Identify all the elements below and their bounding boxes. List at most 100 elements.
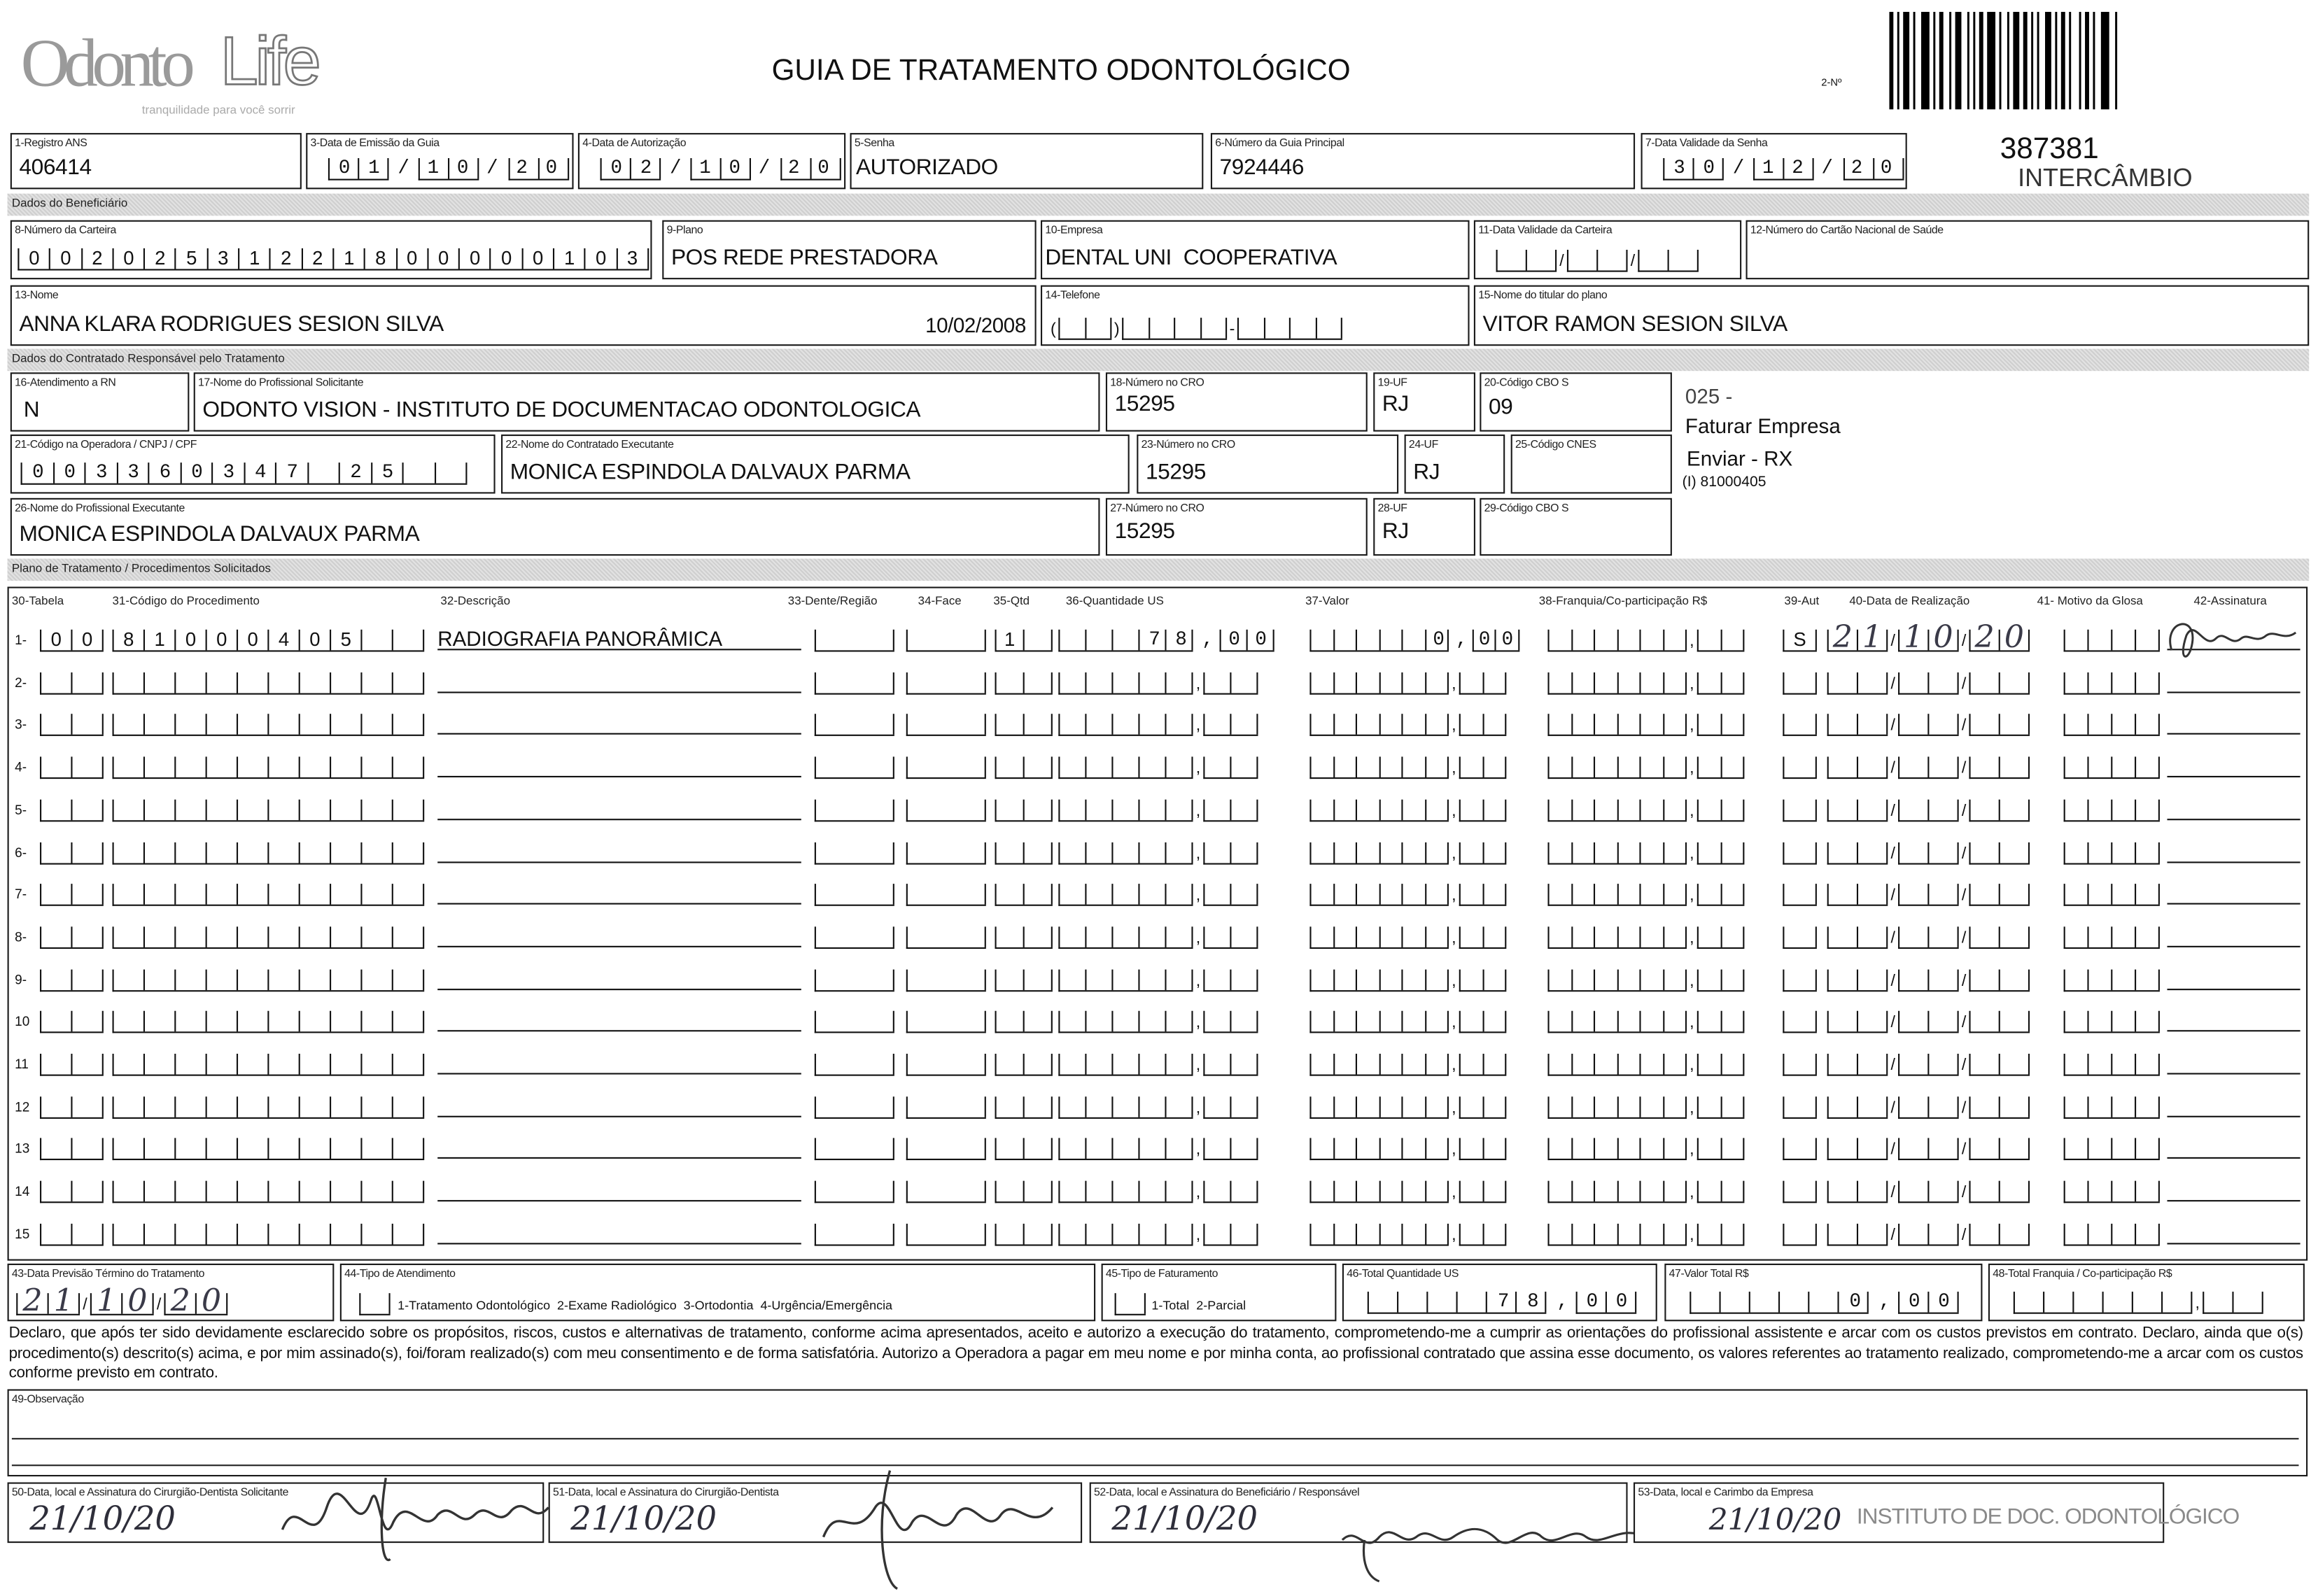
digit-cell[interactable]: [1426, 672, 1449, 693]
digit-cell[interactable]: [1060, 1138, 1087, 1159]
digit-cell[interactable]: [1929, 1138, 1959, 1159]
digit-cell[interactable]: [997, 968, 1025, 990]
digit-cell[interactable]: [2133, 1292, 2163, 1313]
digit-cell[interactable]: [997, 714, 1025, 735]
signature-field[interactable]: [2167, 839, 2301, 863]
qtd-comb[interactable]: [995, 669, 1053, 695]
digit-cell[interactable]: [238, 672, 269, 693]
digit-cell[interactable]: [207, 1096, 239, 1117]
digit-cell[interactable]: [1484, 1011, 1507, 1032]
face-comb[interactable]: [906, 669, 986, 695]
digit-cell[interactable]: [420, 158, 450, 179]
digit-cell[interactable]: [362, 1223, 393, 1245]
digit-cell[interactable]: [1595, 1180, 1618, 1202]
digit-cell[interactable]: [207, 841, 239, 863]
digit-cell[interactable]: [1858, 672, 1888, 693]
description-field[interactable]: [437, 1220, 801, 1245]
digit-cell[interactable]: [1498, 249, 1527, 271]
digit-cell[interactable]: [1829, 1180, 1859, 1202]
digit-cell[interactable]: [1484, 799, 1507, 820]
digit-cell[interactable]: [1699, 1180, 1722, 1202]
codigo-comb[interactable]: [112, 1136, 425, 1161]
digit-cell[interactable]: [393, 1053, 425, 1075]
digit-cell[interactable]: [1403, 968, 1426, 990]
digit-cell[interactable]: [269, 1096, 300, 1117]
qtd_us-comb[interactable]: ,: [1058, 754, 1258, 779]
digit-cell[interactable]: 0: [113, 248, 146, 269]
digit-cell[interactable]: [1484, 672, 1507, 693]
digit-cell[interactable]: [997, 1223, 1025, 1245]
digit-cell[interactable]: [2089, 1180, 2113, 1202]
digit-cell[interactable]: [1899, 1053, 1930, 1075]
franquia-comb[interactable]: ,: [1547, 754, 1745, 779]
signature-field[interactable]: [2167, 796, 2301, 820]
digit-cell[interactable]: [2136, 672, 2160, 693]
digit-cell[interactable]: [114, 1053, 145, 1075]
glosa-comb[interactable]: [2063, 881, 2160, 907]
digit-cell[interactable]: [908, 1223, 986, 1245]
digit-cell[interactable]: [300, 841, 332, 863]
digit-cell[interactable]: [300, 799, 332, 820]
franquia-comb[interactable]: ,: [1547, 669, 1745, 695]
digit-cell[interactable]: [1618, 1223, 1641, 1245]
digit-cell[interactable]: 1: [49, 1285, 80, 1316]
digit-cell[interactable]: [1167, 1180, 1193, 1202]
digit-cell[interactable]: [1572, 1096, 1596, 1117]
digit-cell[interactable]: [2065, 629, 2089, 651]
digit-cell[interactable]: [362, 1053, 393, 1075]
digit-cell[interactable]: [1971, 799, 2000, 820]
digit-cell[interactable]: [1167, 672, 1193, 693]
qtd-comb[interactable]: [995, 924, 1053, 949]
digit-cell[interactable]: [1167, 756, 1193, 778]
digit-cell[interactable]: [1025, 799, 1053, 820]
digit-cell[interactable]: [300, 926, 332, 947]
digit-cell[interactable]: [207, 1138, 239, 1159]
checkbox-comb[interactable]: [1114, 1290, 1146, 1315]
digit-cell[interactable]: [1204, 1096, 1232, 1117]
signature-field[interactable]: [2167, 712, 2301, 735]
digit-cell[interactable]: [362, 1011, 393, 1032]
amount-comb[interactable]: 0,00: [1690, 1289, 1959, 1314]
digit-cell[interactable]: [207, 884, 239, 905]
digit-cell[interactable]: [2065, 1011, 2089, 1032]
digit-cell[interactable]: [362, 968, 393, 990]
digit-cell[interactable]: [1971, 672, 2000, 693]
digit-cell[interactable]: [908, 1180, 986, 1202]
digit-cell[interactable]: 5: [331, 629, 363, 651]
digit-cell[interactable]: [1550, 1138, 1573, 1159]
digit-cell[interactable]: [1572, 799, 1596, 820]
digit-cell[interactable]: [2089, 1096, 2113, 1117]
digit-cell[interactable]: [1899, 1138, 1930, 1159]
digit-cell[interactable]: [1334, 1138, 1357, 1159]
digit-cell[interactable]: [1858, 799, 1888, 820]
digit-cell[interactable]: [2000, 799, 2030, 820]
data-comb[interactable]: / /: [1827, 669, 2030, 695]
date-comb[interactable]: 2 1/1 0/2 0: [16, 1285, 228, 1316]
digit-cell[interactable]: [1403, 629, 1426, 651]
digit-cell[interactable]: [2065, 756, 2089, 778]
digit-cell[interactable]: [1664, 968, 1687, 990]
digit-cell[interactable]: [1380, 714, 1403, 735]
digit-cell[interactable]: [1618, 1053, 1641, 1075]
digit-cell[interactable]: [1312, 1011, 1335, 1032]
digit-cell[interactable]: [300, 1011, 332, 1032]
digit-cell[interactable]: [1060, 926, 1087, 947]
digit-cell[interactable]: [1550, 1223, 1573, 1245]
digit-cell[interactable]: [1086, 968, 1114, 990]
digit-cell[interactable]: [176, 1138, 207, 1159]
digit-cell[interactable]: [997, 672, 1025, 693]
digit-cell[interactable]: [1664, 1011, 1687, 1032]
digit-cell[interactable]: 2: [82, 248, 114, 269]
aut-comb[interactable]: [1783, 1093, 1817, 1119]
digit-cell[interactable]: [1550, 1011, 1573, 1032]
face-comb[interactable]: [906, 1008, 986, 1034]
tabela-comb[interactable]: [40, 754, 104, 779]
face-comb[interactable]: [906, 1093, 986, 1119]
digit-cell[interactable]: [176, 1011, 207, 1032]
valor-comb[interactable]: ,: [1309, 754, 1507, 779]
digit-cell[interactable]: [1403, 884, 1426, 905]
digit-cell[interactable]: [393, 799, 425, 820]
signature-field[interactable]: [2167, 1136, 2301, 1159]
